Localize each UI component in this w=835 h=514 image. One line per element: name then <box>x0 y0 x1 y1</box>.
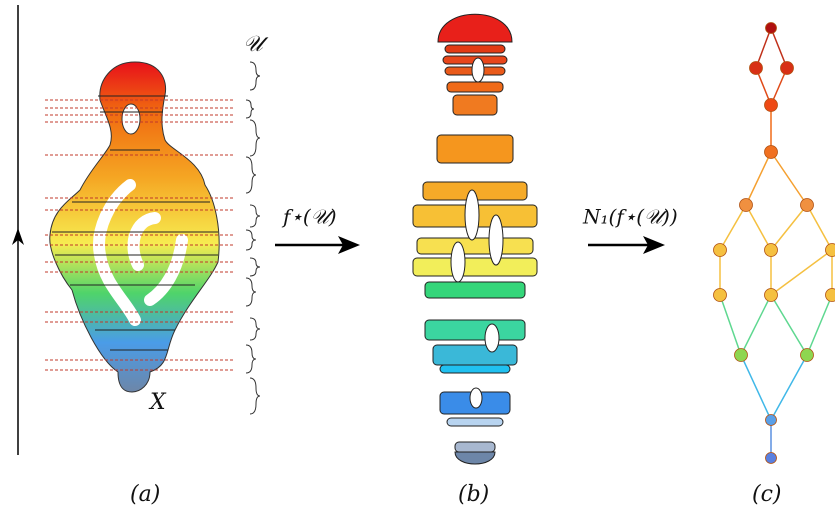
edge <box>806 294 833 356</box>
node <box>825 288 835 302</box>
caption: (a) <box>130 482 160 507</box>
slab <box>436 134 514 164</box>
node <box>765 414 777 426</box>
arrowhead <box>338 236 360 254</box>
axis-arrowhead <box>12 228 24 245</box>
hole <box>471 57 485 83</box>
space-label: X <box>148 390 167 415</box>
edge <box>719 294 742 356</box>
node <box>825 243 835 257</box>
nerve-graph <box>713 22 835 464</box>
arrowhead <box>643 236 665 254</box>
caption: (b) <box>458 482 489 507</box>
slab <box>416 237 534 255</box>
hole <box>450 241 466 283</box>
edge <box>770 204 808 251</box>
hole <box>488 214 504 266</box>
slab <box>424 319 526 341</box>
edge <box>770 249 833 296</box>
edge <box>770 151 808 206</box>
edge <box>745 204 772 251</box>
slab <box>454 441 496 453</box>
edge <box>770 354 808 421</box>
slab <box>444 44 506 54</box>
slab <box>446 81 504 93</box>
node <box>713 288 727 302</box>
slab <box>424 281 526 299</box>
node <box>734 348 748 362</box>
node <box>764 243 778 257</box>
node <box>764 98 778 112</box>
arrow-label: f⋆(𝒰) <box>281 205 337 229</box>
slab <box>412 257 538 277</box>
hole <box>469 387 483 409</box>
edge <box>719 204 747 251</box>
slab <box>432 344 518 366</box>
edge <box>770 27 788 69</box>
hole <box>484 323 500 353</box>
node <box>800 198 814 212</box>
slab <box>439 364 511 374</box>
space-x <box>45 61 261 415</box>
node <box>713 243 727 257</box>
node <box>800 348 814 362</box>
node <box>765 452 777 464</box>
slab <box>446 417 504 427</box>
slab <box>452 94 498 116</box>
node <box>780 61 794 75</box>
edge <box>740 354 772 421</box>
caption: (c) <box>752 482 782 507</box>
arrow-label: N₁(f⋆(𝒰)) <box>582 205 678 229</box>
cover-label: 𝒰 <box>243 32 269 57</box>
edge <box>770 294 808 356</box>
edge <box>745 151 772 206</box>
node <box>764 288 778 302</box>
node <box>765 22 777 34</box>
node <box>764 145 778 159</box>
edge <box>740 294 772 356</box>
pullback-cover <box>412 13 538 465</box>
slab <box>454 451 496 465</box>
node <box>749 61 763 75</box>
edge <box>755 27 772 69</box>
hole <box>464 189 480 241</box>
node <box>739 198 753 212</box>
edge <box>806 204 833 251</box>
